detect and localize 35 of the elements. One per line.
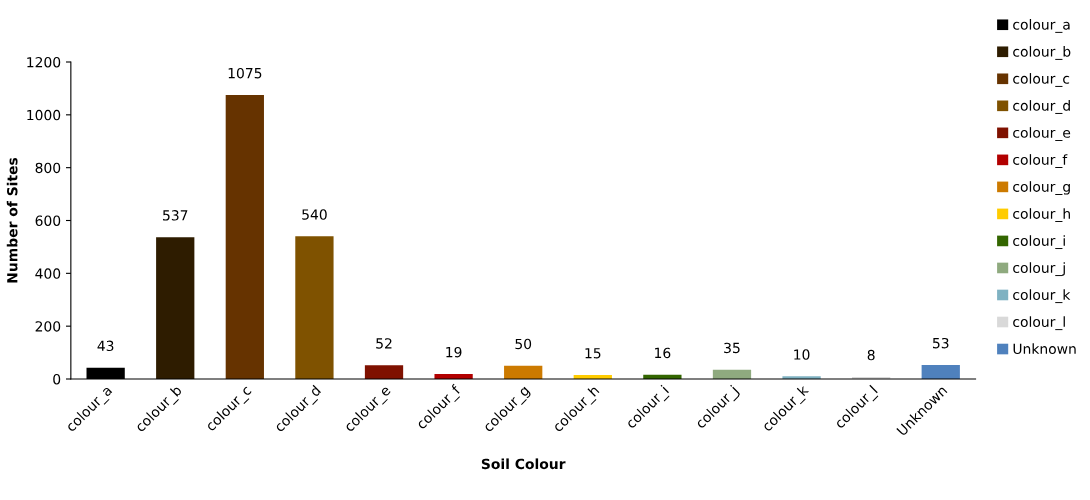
legend-label: colour_f: [1013, 154, 1068, 168]
data-label: 8: [867, 349, 875, 361]
data-label: 35: [724, 342, 740, 354]
data-label: 52: [376, 338, 392, 349]
data-label: 1075: [228, 67, 262, 79]
y-tick-label: 600: [35, 215, 61, 226]
data-label: 540: [302, 209, 327, 220]
legend-label: colour_c: [1013, 73, 1070, 87]
legend-label: colour_a: [1013, 19, 1070, 33]
y-axis-title: Number of Sites: [6, 157, 18, 283]
data-label: 537: [163, 210, 188, 221]
legend-label: colour_g: [1013, 181, 1070, 195]
legend-label: colour_j: [1013, 262, 1065, 277]
data-label: 16: [655, 347, 671, 359]
y-tick-label: 800: [35, 162, 61, 174]
y-tick-label: 200: [35, 321, 61, 332]
x-axis-title: Soil Colour: [481, 458, 566, 470]
legend-label: colour_l: [1013, 316, 1065, 331]
data-label: 15: [585, 348, 601, 359]
data-label: 50: [515, 338, 532, 350]
y-tick-label: 0: [53, 373, 61, 385]
legend-label: colour_e: [1013, 127, 1071, 141]
y-tick-label: 1000: [27, 109, 61, 121]
legend-label: colour_d: [1013, 100, 1070, 114]
legend-label: colour_k: [1013, 289, 1071, 304]
data-label: 43: [97, 340, 114, 352]
data-label: 53: [932, 337, 949, 349]
legend-label: colour_i: [1013, 235, 1065, 250]
legend-label: Unknown: [1013, 343, 1076, 355]
y-tick-label: 400: [35, 268, 61, 279]
data-label: 10: [794, 349, 810, 360]
data-label: 19: [446, 346, 462, 358]
legend-label: colour_h: [1013, 208, 1070, 223]
legend-label: colour_b: [1013, 46, 1071, 60]
y-tick-label: 1200: [27, 56, 61, 68]
